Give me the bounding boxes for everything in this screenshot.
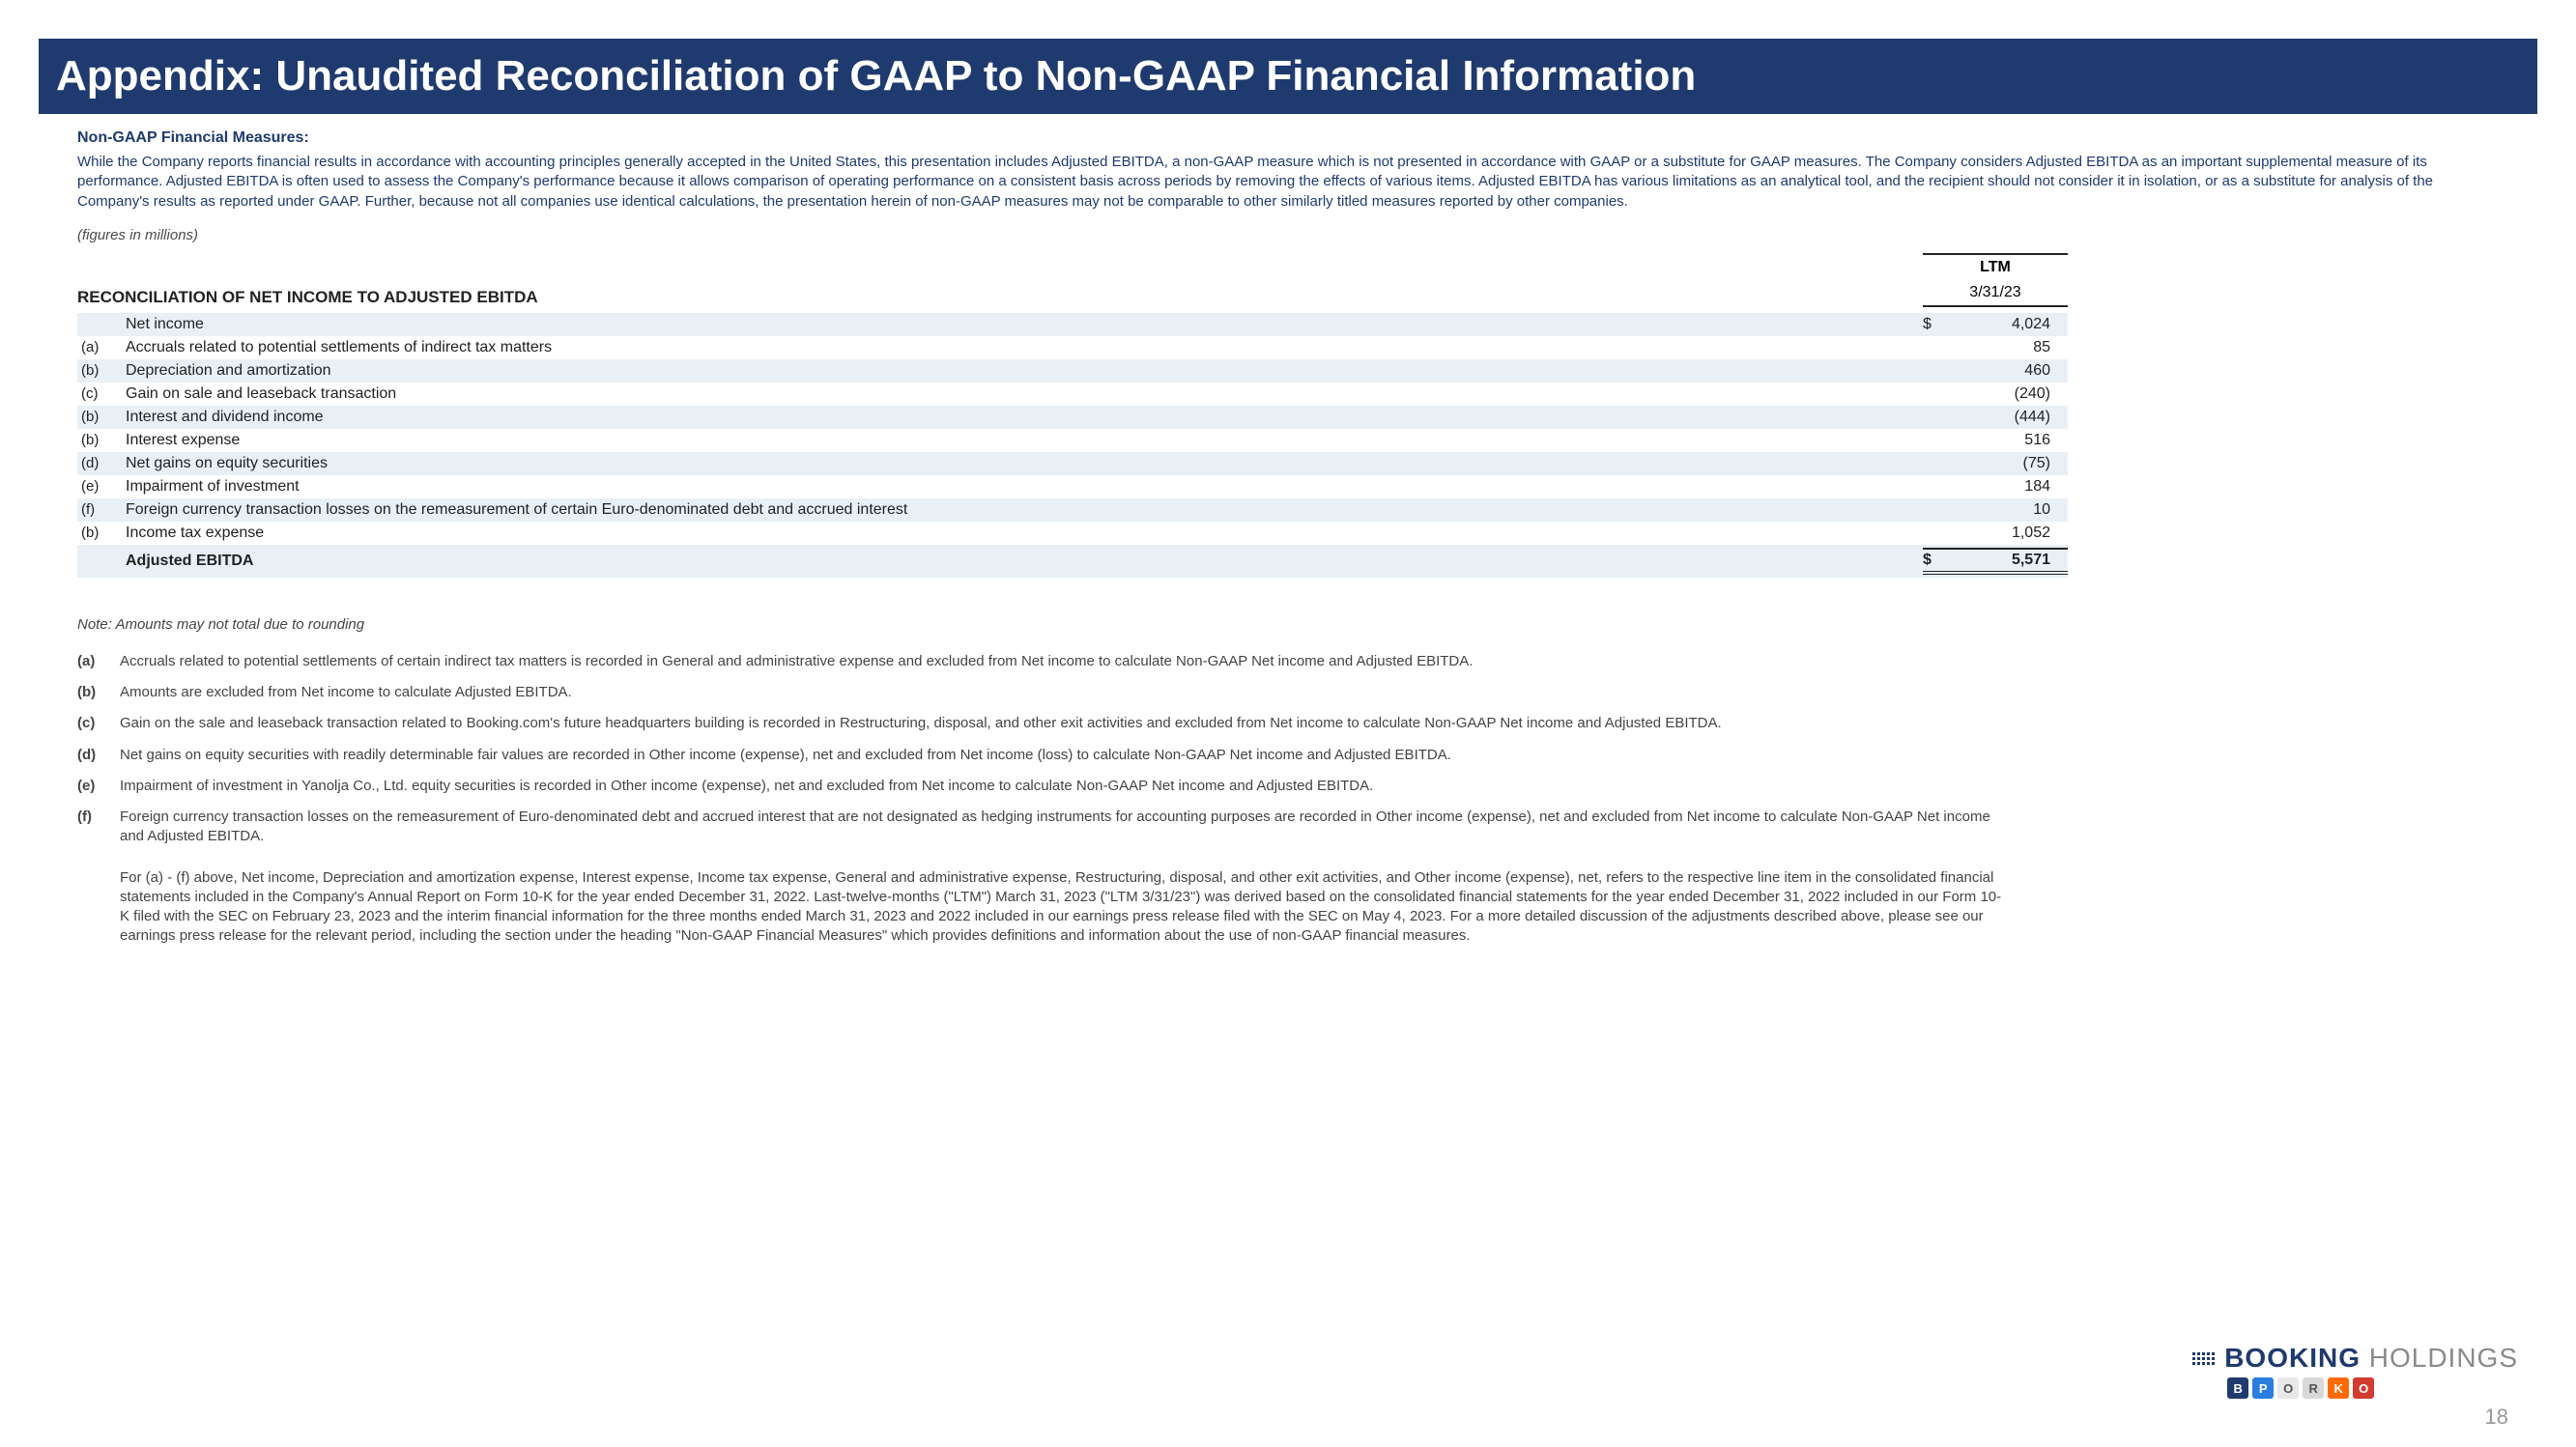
footnote: (b)Amounts are excluded from Net income …: [77, 683, 2010, 702]
row-label: Interest expense: [120, 432, 1923, 449]
table-row: (c)Gain on sale and leaseback transactio…: [77, 383, 2068, 406]
footnote-ref: (d): [77, 746, 120, 765]
footnote-text: Foreign currency transaction losses on t…: [120, 808, 2010, 847]
table-row: (a)Accruals related to potential settlem…: [77, 336, 2068, 359]
footnote-ref: (b): [77, 683, 120, 702]
logo-chip: O: [2277, 1377, 2299, 1399]
logo-word-2: HOLDINGS: [2361, 1343, 2518, 1373]
recon-title: RECONCILIATION OF NET INCOME TO ADJUSTED…: [77, 288, 1923, 307]
row-label: Income tax expense: [120, 525, 1923, 542]
footnote-text: Impairment of investment in Yanolja Co.,…: [120, 777, 2010, 796]
subheading: Non-GAAP Financial Measures:: [77, 129, 2499, 147]
row-value: (75): [1952, 455, 2068, 472]
row-ref: (b): [77, 525, 120, 541]
footnotes-section: Note: Amounts may not total due to round…: [77, 616, 2010, 847]
footnote-ref: (f): [77, 808, 120, 847]
table-row: (f)Foreign currency transaction losses o…: [77, 498, 2068, 522]
row-value: 184: [1952, 478, 2068, 496]
row-label: Foreign currency transaction losses on t…: [120, 501, 1923, 519]
footnote-text: Net gains on equity securities with read…: [120, 746, 2010, 765]
intro-paragraph: While the Company reports financial resu…: [77, 153, 2499, 212]
footnote: (f)Foreign currency transaction losses o…: [77, 808, 2010, 847]
row-value: 4,024: [1952, 316, 2068, 333]
page-number: 18: [2485, 1404, 2508, 1430]
row-value: 10: [1952, 501, 2068, 519]
table-row: Net income$4,024: [77, 313, 2068, 336]
footnote: (c)Gain on the sale and leaseback transa…: [77, 714, 2010, 733]
logo-chip: R: [2303, 1377, 2324, 1399]
row-label: Net income: [120, 316, 1923, 333]
row-label: Depreciation and amortization: [120, 362, 1923, 380]
row-label: Impairment of investment: [120, 478, 1923, 496]
row-ref: (d): [77, 455, 120, 471]
period-heading: LTM: [1923, 253, 2068, 280]
row-label: Accruals related to potential settlement…: [120, 339, 1923, 356]
period-date: 3/31/23: [1923, 280, 2068, 307]
footnote-ref: (e): [77, 777, 120, 796]
footnote: (d)Net gains on equity securities with r…: [77, 746, 2010, 765]
row-ref: (b): [77, 362, 120, 379]
row-ref: (e): [77, 478, 120, 495]
row-currency: $: [1923, 316, 1952, 333]
total-value: 5,571: [1952, 548, 2068, 575]
row-label: Net gains on equity securities: [120, 455, 1923, 472]
row-value: (444): [1952, 409, 2068, 426]
row-value: 85: [1952, 339, 2068, 356]
logo-chip: O: [2353, 1377, 2374, 1399]
total-label: Adjusted EBITDA: [120, 553, 1923, 570]
logo-word-1: BOOKING: [2224, 1343, 2361, 1373]
row-ref: (c): [77, 385, 120, 402]
table-row: (d)Net gains on equity securities (75): [77, 452, 2068, 475]
row-value: 1,052: [1952, 525, 2068, 542]
rounding-note: Note: Amounts may not total due to round…: [77, 616, 2010, 633]
footer-paragraph: For (a) - (f) above, Net income, Depreci…: [120, 868, 2004, 947]
table-row: (b)Interest and dividend income (444): [77, 406, 2068, 429]
row-ref: (b): [77, 409, 120, 425]
row-value: 460: [1952, 362, 2068, 380]
row-label: Gain on sale and leaseback transaction: [120, 385, 1923, 403]
row-ref: (f): [77, 501, 120, 518]
footnote: (a)Accruals related to potential settlem…: [77, 652, 2010, 671]
footnote-text: Amounts are excluded from Net income to …: [120, 683, 2010, 702]
logo-chip: K: [2328, 1377, 2349, 1399]
logo-chip: B: [2227, 1377, 2248, 1399]
row-value: (240): [1952, 385, 2068, 403]
table-row: (e)Impairment of investment 184: [77, 475, 2068, 498]
total-currency: $: [1923, 548, 1952, 575]
row-value: 516: [1952, 432, 2068, 449]
table-row: (b)Interest expense 516: [77, 429, 2068, 452]
table-row: (b)Income tax expense 1,052: [77, 522, 2068, 545]
page-title: Appendix: Unaudited Reconciliation of GA…: [39, 39, 2537, 114]
table-total-row: Adjusted EBITDA$5,571: [77, 545, 2068, 578]
footnote-ref: (a): [77, 652, 120, 671]
logo-chip: P: [2252, 1377, 2274, 1399]
row-ref: (a): [77, 339, 120, 355]
footnote: (e)Impairment of investment in Yanolja C…: [77, 777, 2010, 796]
footnote-text: Accruals related to potential settlement…: [120, 652, 2010, 671]
reconciliation-table: LTM RECONCILIATION OF NET INCOME TO ADJU…: [77, 253, 2068, 578]
table-row: (b)Depreciation and amortization 460: [77, 359, 2068, 383]
row-label: Interest and dividend income: [120, 409, 1923, 426]
logo-dots-icon: [2192, 1352, 2215, 1365]
footnote-ref: (c): [77, 714, 120, 733]
footnote-text: Gain on the sale and leaseback transacti…: [120, 714, 2010, 733]
row-ref: (b): [77, 432, 120, 448]
company-logo: BOOKING HOLDINGS BPORKO: [2192, 1343, 2518, 1399]
figures-note: (figures in millions): [77, 227, 2528, 243]
